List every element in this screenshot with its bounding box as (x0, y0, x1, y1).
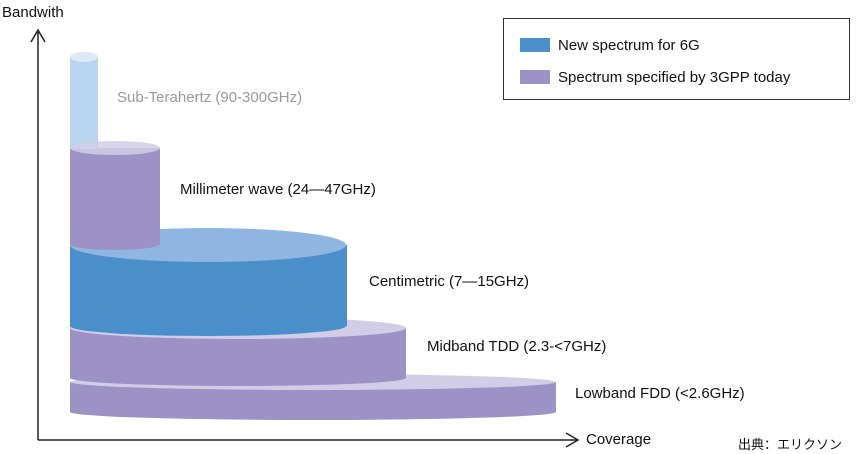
legend-swatch (520, 38, 550, 52)
band-side (70, 57, 98, 149)
band-bottom (70, 404, 556, 420)
legend: New spectrum for 6G Spectrum specified b… (503, 18, 850, 100)
band-top (70, 52, 98, 62)
label-lowband-fdd: Lowband FDD (<2.6GHz) (575, 385, 745, 402)
band-top (70, 141, 160, 155)
y-axis-label: Bandwith (2, 4, 64, 21)
legend-label: New spectrum for 6G (558, 36, 700, 54)
label-centimetric: Centimetric (7—15GHz) (369, 273, 530, 290)
band-millimeter-wave (70, 148, 160, 250)
legend-item-3gpp-spectrum: Spectrum specified by 3GPP today (520, 67, 790, 87)
label-midband-tdd: Midband TDD (2.3-<7GHz) (427, 338, 607, 355)
legend-item-new-spectrum: New spectrum for 6G (520, 35, 700, 55)
band-bottom (70, 370, 406, 386)
x-axis-arrow (565, 432, 580, 448)
legend-swatch (520, 70, 550, 84)
band-millimeter-wave-top (70, 141, 160, 155)
band-bottom (70, 238, 160, 250)
band-bottom (70, 316, 346, 336)
label-sub-terahertz: Sub-Terahertz (90-300GHz) (117, 89, 303, 106)
y-axis-arrow (30, 28, 46, 43)
band-side (70, 148, 160, 244)
source-credit: 出典：エリクソン (738, 437, 843, 452)
band-midband-tdd (70, 317, 406, 386)
label-millimeter-wave: Millimeter wave (24—47GHz) (180, 181, 376, 198)
x-axis-label: Coverage (586, 431, 652, 448)
axes (30, 28, 580, 448)
legend-label: Spectrum specified by 3GPP today (558, 68, 791, 86)
band-sub-terahertz (70, 52, 98, 149)
